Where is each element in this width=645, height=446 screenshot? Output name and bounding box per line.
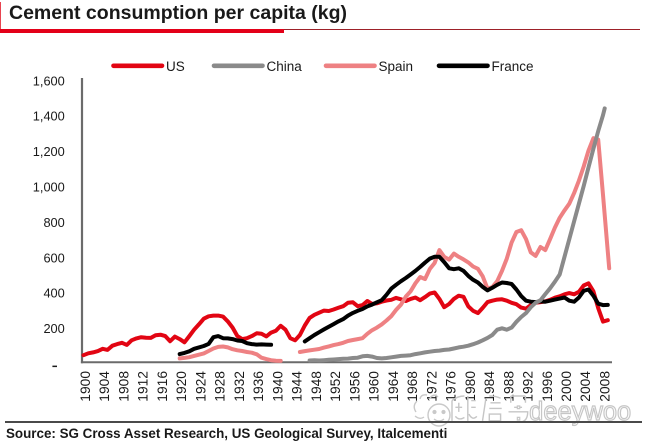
svg-text:1984: 1984	[482, 371, 497, 402]
svg-text:1,400: 1,400	[33, 109, 65, 124]
svg-text:France: France	[492, 59, 534, 74]
svg-text:US: US	[166, 59, 185, 74]
svg-text:1936: 1936	[251, 371, 266, 402]
svg-text:1968: 1968	[405, 371, 420, 402]
svg-text:2004: 2004	[578, 371, 593, 402]
svg-text:1948: 1948	[309, 371, 324, 402]
svg-text:1928: 1928	[213, 371, 228, 402]
svg-text:1980: 1980	[463, 371, 478, 402]
svg-text:1996: 1996	[540, 371, 555, 402]
svg-text:200: 200	[43, 321, 64, 336]
svg-text:400: 400	[43, 286, 64, 301]
svg-text:1912: 1912	[136, 371, 151, 402]
svg-text:2008: 2008	[598, 371, 613, 402]
svg-text:China: China	[267, 59, 303, 74]
svg-text:1976: 1976	[444, 371, 459, 402]
svg-text:2000: 2000	[559, 371, 574, 402]
svg-text:1,000: 1,000	[33, 180, 65, 195]
svg-text:1,600: 1,600	[33, 73, 65, 88]
svg-text:1924: 1924	[193, 371, 208, 402]
svg-text:1,200: 1,200	[33, 144, 65, 159]
svg-text:800: 800	[43, 215, 64, 230]
svg-text:1900: 1900	[78, 371, 93, 402]
svg-text:1932: 1932	[232, 371, 247, 402]
svg-text:1972: 1972	[424, 371, 439, 402]
svg-text:1944: 1944	[290, 371, 305, 402]
svg-text:1952: 1952	[328, 371, 343, 402]
svg-text:Spain: Spain	[379, 59, 414, 74]
svg-text:1908: 1908	[117, 371, 132, 402]
svg-text:1920: 1920	[174, 371, 189, 402]
svg-text:1904: 1904	[97, 371, 112, 402]
svg-text:1988: 1988	[501, 371, 516, 402]
svg-text:600: 600	[43, 250, 64, 265]
svg-text:1992: 1992	[521, 371, 536, 402]
svg-text:1916: 1916	[155, 371, 170, 402]
svg-text:1960: 1960	[367, 371, 382, 402]
svg-text:1964: 1964	[386, 371, 401, 402]
svg-text:1956: 1956	[347, 371, 362, 402]
svg-text:1940: 1940	[270, 371, 285, 402]
